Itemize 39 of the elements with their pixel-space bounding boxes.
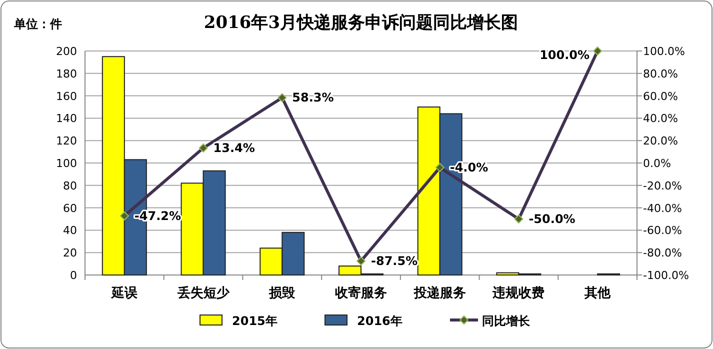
- y-tick-label: 80: [63, 179, 77, 192]
- y-tick-label: 20: [63, 246, 77, 260]
- x-tick-label: 收寄服务: [335, 285, 387, 301]
- y2-tick-label: -60.0%: [643, 224, 682, 238]
- data-label: 100.0%: [540, 48, 590, 62]
- x-tick-label: 违规收费: [492, 285, 545, 301]
- y2-tick-label: 40.0%: [643, 112, 678, 126]
- data-label: 58.3%: [292, 90, 334, 105]
- y2-tick-label: -20.0%: [643, 179, 682, 192]
- y-tick-label: 60: [63, 202, 77, 215]
- x-tick-label: 其他: [584, 286, 612, 301]
- data-label: 13.4%: [213, 140, 255, 155]
- x-tick-label: 投递服务: [412, 285, 466, 301]
- y-tick-label: 200: [56, 45, 77, 58]
- data-label: -50.0%: [528, 212, 576, 226]
- legend-label: 2015年: [232, 314, 278, 328]
- y2-tick-label: 100.0%: [643, 45, 685, 58]
- chart-title: 2016年3月快递服务申诉问题同比增长图: [204, 13, 518, 33]
- x-tick-label: 损毁: [268, 286, 296, 301]
- x-tick-label: 丢失短少: [176, 285, 230, 301]
- y-tick-label: 100: [56, 157, 77, 170]
- y-axis-title: 单位：件: [13, 17, 62, 31]
- y-tick-label: 120: [56, 134, 77, 148]
- y-tick-label: 140: [56, 112, 77, 126]
- y2-tick-label: 60.0%: [643, 90, 678, 103]
- data-label: -87.5%: [371, 254, 418, 268]
- y2-tick-label: -100.0%: [643, 269, 689, 282]
- y-tick-label: 180: [56, 67, 77, 80]
- y2-tick-label: 80.0%: [643, 67, 678, 80]
- y2-tick-label: 0.0%: [643, 157, 671, 170]
- y2-tick-label: 20.0%: [643, 134, 678, 148]
- y-tick-label: 40: [63, 224, 77, 238]
- y-tick-label: 0: [70, 269, 77, 282]
- legend-label: 2016年: [357, 314, 402, 328]
- legend-label: 同比增长: [482, 314, 531, 328]
- y2-tick-label: -80.0%: [643, 246, 682, 260]
- y2-tick-label: -40.0%: [643, 202, 682, 215]
- y-tick-label: 160: [56, 90, 77, 103]
- x-tick-label: 延误: [110, 286, 138, 301]
